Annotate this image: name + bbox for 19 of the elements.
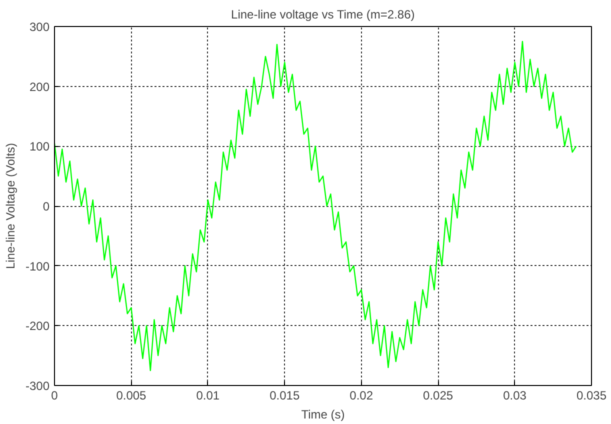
- chart-title: Line-line voltage vs Time (m=2.86): [231, 8, 415, 22]
- y-axis-title: Line-line Voltage (Volts): [3, 142, 18, 270]
- y-tick-label: 300: [29, 20, 50, 34]
- y-tick-label: -300: [25, 379, 50, 393]
- y-tick-label: 0: [42, 200, 50, 214]
- y-tick-label: 100: [29, 140, 50, 154]
- x-tick-label: 0.01: [196, 388, 220, 402]
- y-tick-label: 200: [29, 80, 50, 94]
- line-series: [54, 40, 577, 372]
- y-tick-label: -100: [25, 259, 50, 274]
- x-tick-label: 0.02: [350, 388, 374, 402]
- x-tick-label: 0.015: [270, 388, 300, 402]
- x-tick-label: 0.005: [116, 388, 147, 402]
- x-axis-title: Time (s): [301, 408, 345, 422]
- x-tick-label: 0.03: [503, 388, 527, 402]
- y-tick-label: -200: [25, 319, 50, 334]
- x-tick-label: 0.035: [576, 388, 607, 402]
- x-tick-label: 0.025: [423, 388, 454, 402]
- x-tick-label: 0: [51, 388, 58, 402]
